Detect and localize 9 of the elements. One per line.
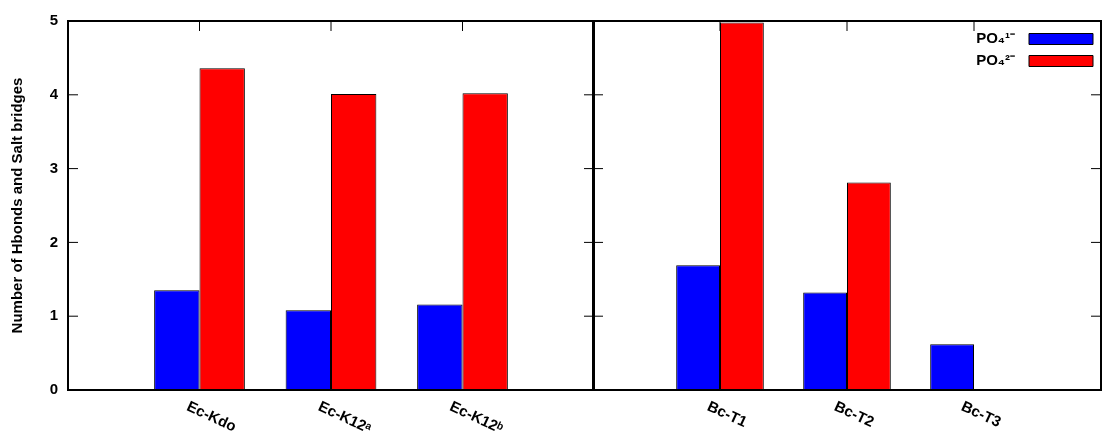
y-tick-label: 0: [49, 380, 58, 398]
y-tick-label: 3: [49, 158, 58, 176]
y-axis-title: Number of Hbonds and Salt bridges: [8, 77, 26, 334]
legend-label: PO₄¹⁻: [976, 29, 1015, 47]
legend-label: PO₄²⁻: [976, 51, 1015, 69]
y-tick-label: 2: [49, 232, 58, 250]
y-tick-label: 4: [49, 84, 59, 102]
y-tick-label: 1: [49, 306, 58, 324]
y-tick-label: 5: [49, 11, 58, 29]
